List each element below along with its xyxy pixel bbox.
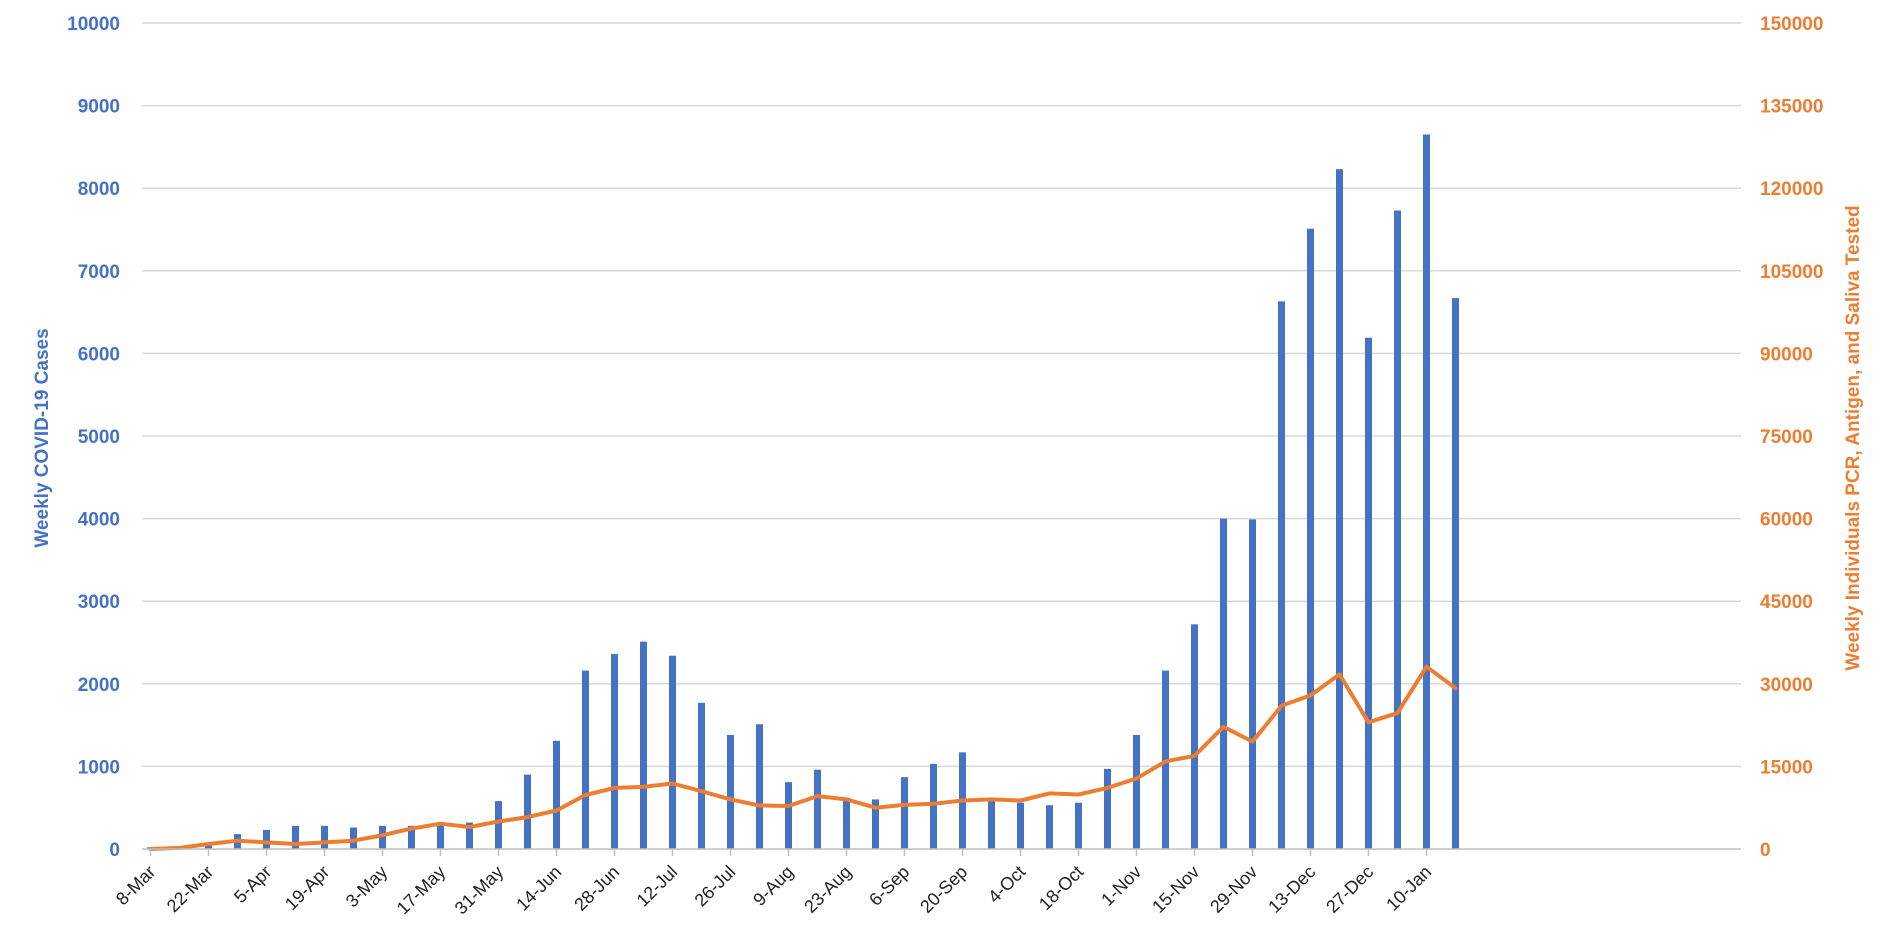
x-tick-label: 5-Apr (230, 862, 275, 907)
x-tick-label: 17-May (393, 862, 450, 919)
x-tick-label: 28-Jun (570, 862, 623, 915)
left-y-tick-label: 2000 (78, 675, 120, 696)
x-tick-label: 9-Aug (749, 862, 797, 910)
case-bar (408, 825, 415, 849)
case-bar (843, 797, 850, 849)
x-tick-label: 4-Oct (984, 862, 1029, 907)
right-y-tick-label: 30000 (1760, 675, 1813, 696)
case-bar (901, 777, 908, 849)
left-y-tick-label: 4000 (78, 510, 120, 531)
x-tick-label: 22-Mar (163, 862, 217, 916)
x-tick-label: 27-Dec (1322, 862, 1377, 917)
left-y-tick-label: 6000 (78, 344, 120, 365)
case-bar (1278, 301, 1285, 849)
case-bar (205, 844, 212, 849)
case-bar (1249, 519, 1256, 849)
right-y-tick-label: 150000 (1760, 14, 1823, 35)
case-bar (698, 702, 705, 849)
case-bar (1394, 210, 1401, 849)
case-bar (263, 830, 270, 849)
left-y-tick-label: 5000 (78, 427, 120, 448)
case-bar (756, 724, 763, 849)
x-tick-label: 18-Oct (1035, 862, 1087, 914)
case-bar (814, 769, 821, 849)
case-bar (292, 825, 299, 849)
case-bar (1365, 337, 1372, 849)
case-bar (1046, 805, 1053, 849)
case-bar (785, 782, 792, 849)
right-y-tick-label: 0 (1760, 840, 1771, 861)
x-tick-label: 26-Jul (691, 862, 740, 911)
left-y-tick-label: 9000 (78, 97, 120, 118)
right-y-tick-label: 60000 (1760, 510, 1813, 531)
x-tick-label: 23-Aug (800, 862, 855, 917)
x-tick-label: 12-Jul (633, 862, 682, 911)
left-y-axis-ticks: 0 1000 2000 3000 4000 5000 6000 7000 8000 9000 100… (67, 14, 120, 861)
case-bar (988, 801, 995, 849)
case-bar (379, 825, 386, 849)
x-tick-label: 13-Dec (1264, 862, 1319, 917)
x-tick-label: 20-Sep (916, 862, 971, 917)
right-y-tick-label: 45000 (1760, 592, 1813, 613)
case-bar (1336, 169, 1343, 849)
left-y-tick-label: 3000 (78, 592, 120, 613)
case-bar (1220, 518, 1227, 849)
case-bar (611, 654, 618, 849)
case-bar (1075, 802, 1082, 849)
case-bar (437, 824, 444, 849)
right-y-tick-label: 75000 (1760, 427, 1813, 448)
right-y-tick-label: 90000 (1760, 344, 1813, 365)
case-bar (466, 822, 473, 849)
tested-line-series (148, 664, 1458, 851)
x-tick-label: 29-Nov (1206, 862, 1261, 917)
gridlines (142, 22, 1741, 768)
case-bar (350, 827, 357, 849)
case-bar (872, 799, 879, 849)
x-axis-ticks: 8-Mar 22-Mar 5-Apr 19-Apr 3-May 17-May 31-May 1… (112, 849, 1435, 918)
case-bar (1452, 298, 1459, 850)
x-tick-label: 14-Jun (512, 862, 565, 915)
case-bar (669, 655, 676, 849)
right-y-tick-label: 15000 (1760, 757, 1813, 778)
left-y-tick-label: 0 (109, 840, 120, 861)
case-bar (1423, 134, 1430, 849)
left-y-tick-label: 1000 (78, 757, 120, 778)
case-bar (640, 641, 647, 849)
x-tick-label: 15-Nov (1148, 862, 1203, 917)
x-tick-label: 8-Mar (112, 862, 159, 909)
x-tick-label: 10-Jan (1382, 862, 1435, 915)
x-tick-label: 31-May (451, 862, 508, 919)
left-y-tick-label: 10000 (67, 14, 120, 35)
right-y-tick-label: 120000 (1760, 179, 1823, 200)
x-tick-label: 1-Nov (1097, 862, 1145, 910)
x-tick-label: 6-Sep (865, 862, 913, 910)
right-y-axis-ticks: 0 15000 30000 45000 60000 75000 90000 105000 120… (1760, 14, 1823, 861)
case-bar (1104, 768, 1111, 849)
right-y-tick-label: 105000 (1760, 262, 1823, 283)
case-bar (930, 763, 937, 849)
x-tick-label: 3-May (342, 862, 392, 912)
case-bar (495, 801, 502, 849)
case-bar (524, 774, 531, 849)
right-y-tick-label: 135000 (1760, 97, 1823, 118)
left-y-tick-label: 7000 (78, 262, 120, 283)
case-bar (1307, 228, 1314, 849)
case-bar (321, 825, 328, 849)
case-bar (1017, 802, 1024, 849)
left-y-tick-label: 8000 (78, 179, 120, 200)
case-bar (1133, 735, 1140, 849)
case-bar (553, 740, 560, 849)
case-bar (727, 735, 734, 849)
bar-series (147, 134, 1459, 850)
x-tick-label: 19-Apr (281, 862, 333, 914)
right-y-axis-label: Weekly Individuals PCR, Antigen, and Sal… (1843, 205, 1864, 670)
left-y-axis-label: Weekly COVID-19 Cases (32, 328, 53, 547)
case-bar (1191, 624, 1198, 849)
case-bar (582, 670, 589, 849)
